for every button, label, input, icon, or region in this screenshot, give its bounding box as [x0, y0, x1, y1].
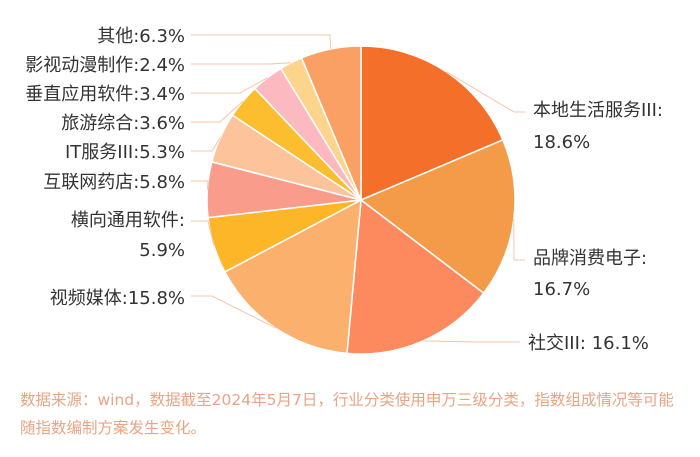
slice-label: 社交III: 16.1%: [528, 333, 649, 354]
leader-line: [191, 220, 215, 246]
slice-value-label: 16.7%: [533, 279, 590, 300]
slice-value-label: 5.9%: [139, 240, 185, 261]
pie-slice: [359, 138, 516, 295]
slice-label: IT服务III:5.3%: [65, 142, 185, 163]
pie-chart: 本地生活服务III: 18.6% 品牌消费电子: 16.7% 社交III: 16.1% 视…: [25, 26, 663, 355]
pie-slice: [300, 45, 362, 201]
slice-label: 其他:6.3%: [97, 26, 185, 47]
slice-label: 影视动漫制作:2.4%: [25, 55, 185, 76]
source-footnote: 数据来源：wind，数据截至2024年5月7日，行业分类使用申万三级分类，指数组…: [20, 391, 674, 437]
leader-line: [191, 77, 268, 94]
slice-label: 视频媒体:15.8%: [50, 288, 185, 309]
slice-value-label: 18.6%: [533, 132, 590, 153]
slice-label: 本地生活服务III:: [533, 100, 663, 121]
leader-line: [191, 100, 244, 123]
leader-line: [445, 71, 525, 113]
leader-line: [513, 219, 525, 261]
leader-line: [191, 295, 276, 329]
slice-label: 互联网药店:5.8%: [43, 172, 185, 193]
leader-line: [191, 62, 292, 65]
slice-label: 横向通用软件:: [71, 210, 185, 231]
leader-line: [191, 180, 209, 190]
leader-line: [191, 34, 332, 50]
slice-label: 垂直应用软件:3.4%: [25, 84, 185, 105]
slice-label: 品牌消费电子:: [533, 248, 647, 269]
leader-line: [423, 340, 520, 343]
leader-line: [191, 137, 221, 152]
slice-label: 旅游综合:3.6%: [61, 113, 185, 134]
